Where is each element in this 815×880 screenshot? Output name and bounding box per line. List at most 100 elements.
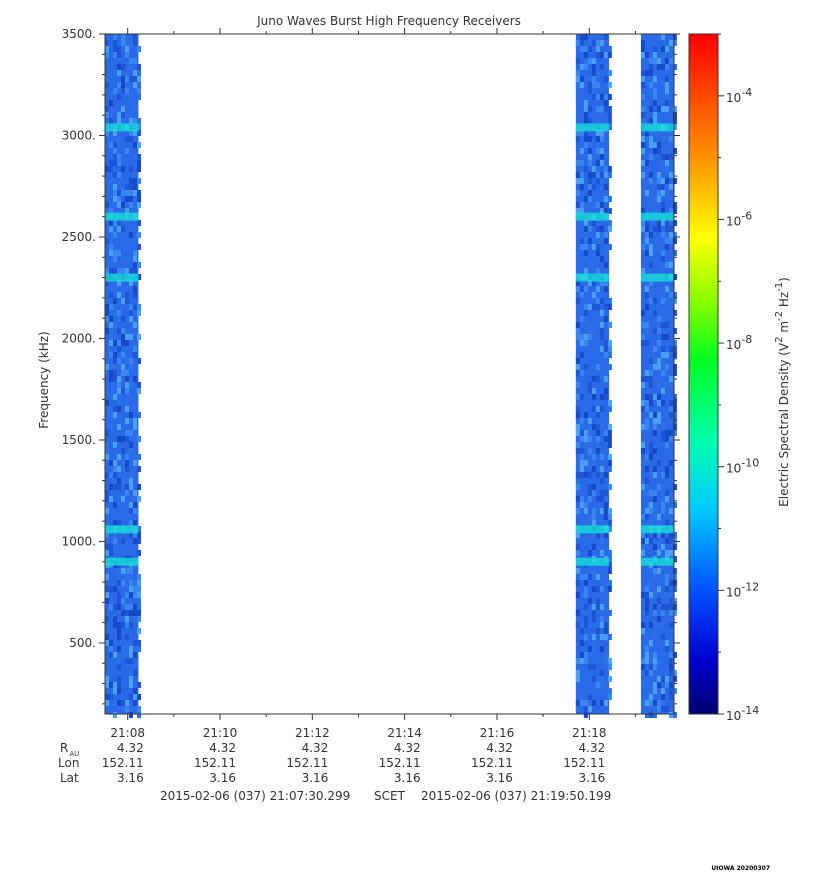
strip-pixel xyxy=(599,586,604,592)
strip-pixel xyxy=(133,502,137,508)
strip-pixel xyxy=(595,118,600,124)
strip-pixel xyxy=(137,646,141,652)
strip-pixel xyxy=(579,340,584,346)
strip-pixel xyxy=(587,550,592,556)
strip-pixel xyxy=(660,370,665,376)
strip-pixel xyxy=(648,712,653,718)
strip-pixel xyxy=(640,442,645,448)
strip-pixel xyxy=(133,646,137,652)
strip-pixel xyxy=(125,622,129,628)
strip-pixel xyxy=(648,298,653,304)
strip-pixel xyxy=(113,616,117,622)
strip-pixel xyxy=(660,64,665,70)
strip-pixel xyxy=(664,226,669,232)
strip-pixel xyxy=(607,304,612,310)
strip-pixel xyxy=(644,532,649,538)
strip-pixel xyxy=(644,484,649,490)
strip-pixel xyxy=(109,160,113,166)
strip-pixel xyxy=(648,370,653,376)
strip-pixel xyxy=(599,106,604,112)
strip-pixel xyxy=(603,244,608,250)
strip-pixel xyxy=(672,298,677,304)
strip-pixel xyxy=(672,484,677,490)
strip-pixel xyxy=(113,406,117,412)
strip-pixel xyxy=(595,148,600,154)
strip-pixel xyxy=(583,652,588,658)
strip-pixel xyxy=(603,238,608,244)
strip-pixel xyxy=(121,538,125,544)
strip-pixel xyxy=(660,388,665,394)
strip-pixel xyxy=(113,88,117,94)
strip-pixel xyxy=(137,142,141,148)
strip-pixel xyxy=(599,700,604,706)
strip-pixel xyxy=(129,58,133,64)
strip-pixel xyxy=(591,184,596,190)
strip-pixel xyxy=(595,166,600,172)
strip-pixel xyxy=(599,40,604,46)
strip-pixel xyxy=(595,52,600,58)
strip-pixel xyxy=(603,376,608,382)
strip-pixel xyxy=(109,64,113,70)
strip-pixel xyxy=(117,622,121,628)
strip-pixel xyxy=(595,430,600,436)
strip-pixel xyxy=(137,88,141,94)
strip-pixel xyxy=(587,106,592,112)
strip-pixel xyxy=(121,112,125,118)
strip-pixel xyxy=(105,616,109,622)
strip-pixel xyxy=(656,340,661,346)
strip-pixel xyxy=(583,106,588,112)
strip-pixel xyxy=(648,244,653,250)
strip-pixel xyxy=(652,472,657,478)
strip-pixel xyxy=(644,238,649,244)
strip-pixel xyxy=(664,436,669,442)
strip-pixel xyxy=(137,682,141,688)
strip-pixel xyxy=(652,490,657,496)
strip-pixel xyxy=(109,166,113,172)
strip-pixel xyxy=(603,580,608,586)
strip-pixel xyxy=(129,604,133,610)
strip-pixel xyxy=(575,160,580,166)
strip-pixel xyxy=(648,376,653,382)
strip-pixel xyxy=(137,154,141,160)
strip-pixel xyxy=(113,256,117,262)
x-tick-label: 21:12 xyxy=(295,726,330,740)
strip-pixel xyxy=(117,520,121,526)
strip-pixel xyxy=(583,112,588,118)
strip-pixel xyxy=(113,352,117,358)
strip-pixel xyxy=(607,562,612,568)
strip-pixel xyxy=(587,664,592,670)
strip-pixel xyxy=(652,148,657,154)
strip-pixel xyxy=(575,298,580,304)
strip-pixel xyxy=(672,40,677,46)
strip-pixel xyxy=(105,550,109,556)
strip-pixel xyxy=(652,82,657,88)
strip-pixel xyxy=(109,472,113,478)
strip-pixel xyxy=(117,400,121,406)
strip-pixel xyxy=(603,232,608,238)
strip-pixel xyxy=(672,370,677,376)
strip-pixel xyxy=(660,34,665,40)
strip-pixel xyxy=(137,334,141,340)
strip-pixel xyxy=(640,244,645,250)
strip-pixel xyxy=(648,442,653,448)
strip-pixel xyxy=(113,622,117,628)
strip-pixel xyxy=(105,508,109,514)
colorbar-tick-label: 10-8 xyxy=(726,333,752,352)
strip-pixel xyxy=(587,646,592,652)
strip-pixel xyxy=(575,706,580,712)
strip-pixel xyxy=(117,424,121,430)
strip-pixel xyxy=(648,382,653,388)
strip-pixel xyxy=(640,52,645,58)
strip-pixel xyxy=(599,322,604,328)
strip-pixel xyxy=(672,346,677,352)
strip-pixel xyxy=(603,316,608,322)
strip-pixel xyxy=(656,520,661,526)
strip-pixel xyxy=(607,166,612,172)
strip-pixel xyxy=(579,208,584,214)
strip-pixel xyxy=(603,388,608,394)
strip-pixel xyxy=(595,676,600,682)
strip-pixel xyxy=(640,532,645,538)
strip-pixel xyxy=(105,106,109,112)
strip-pixel xyxy=(599,406,604,412)
enhanced-band xyxy=(640,273,674,282)
